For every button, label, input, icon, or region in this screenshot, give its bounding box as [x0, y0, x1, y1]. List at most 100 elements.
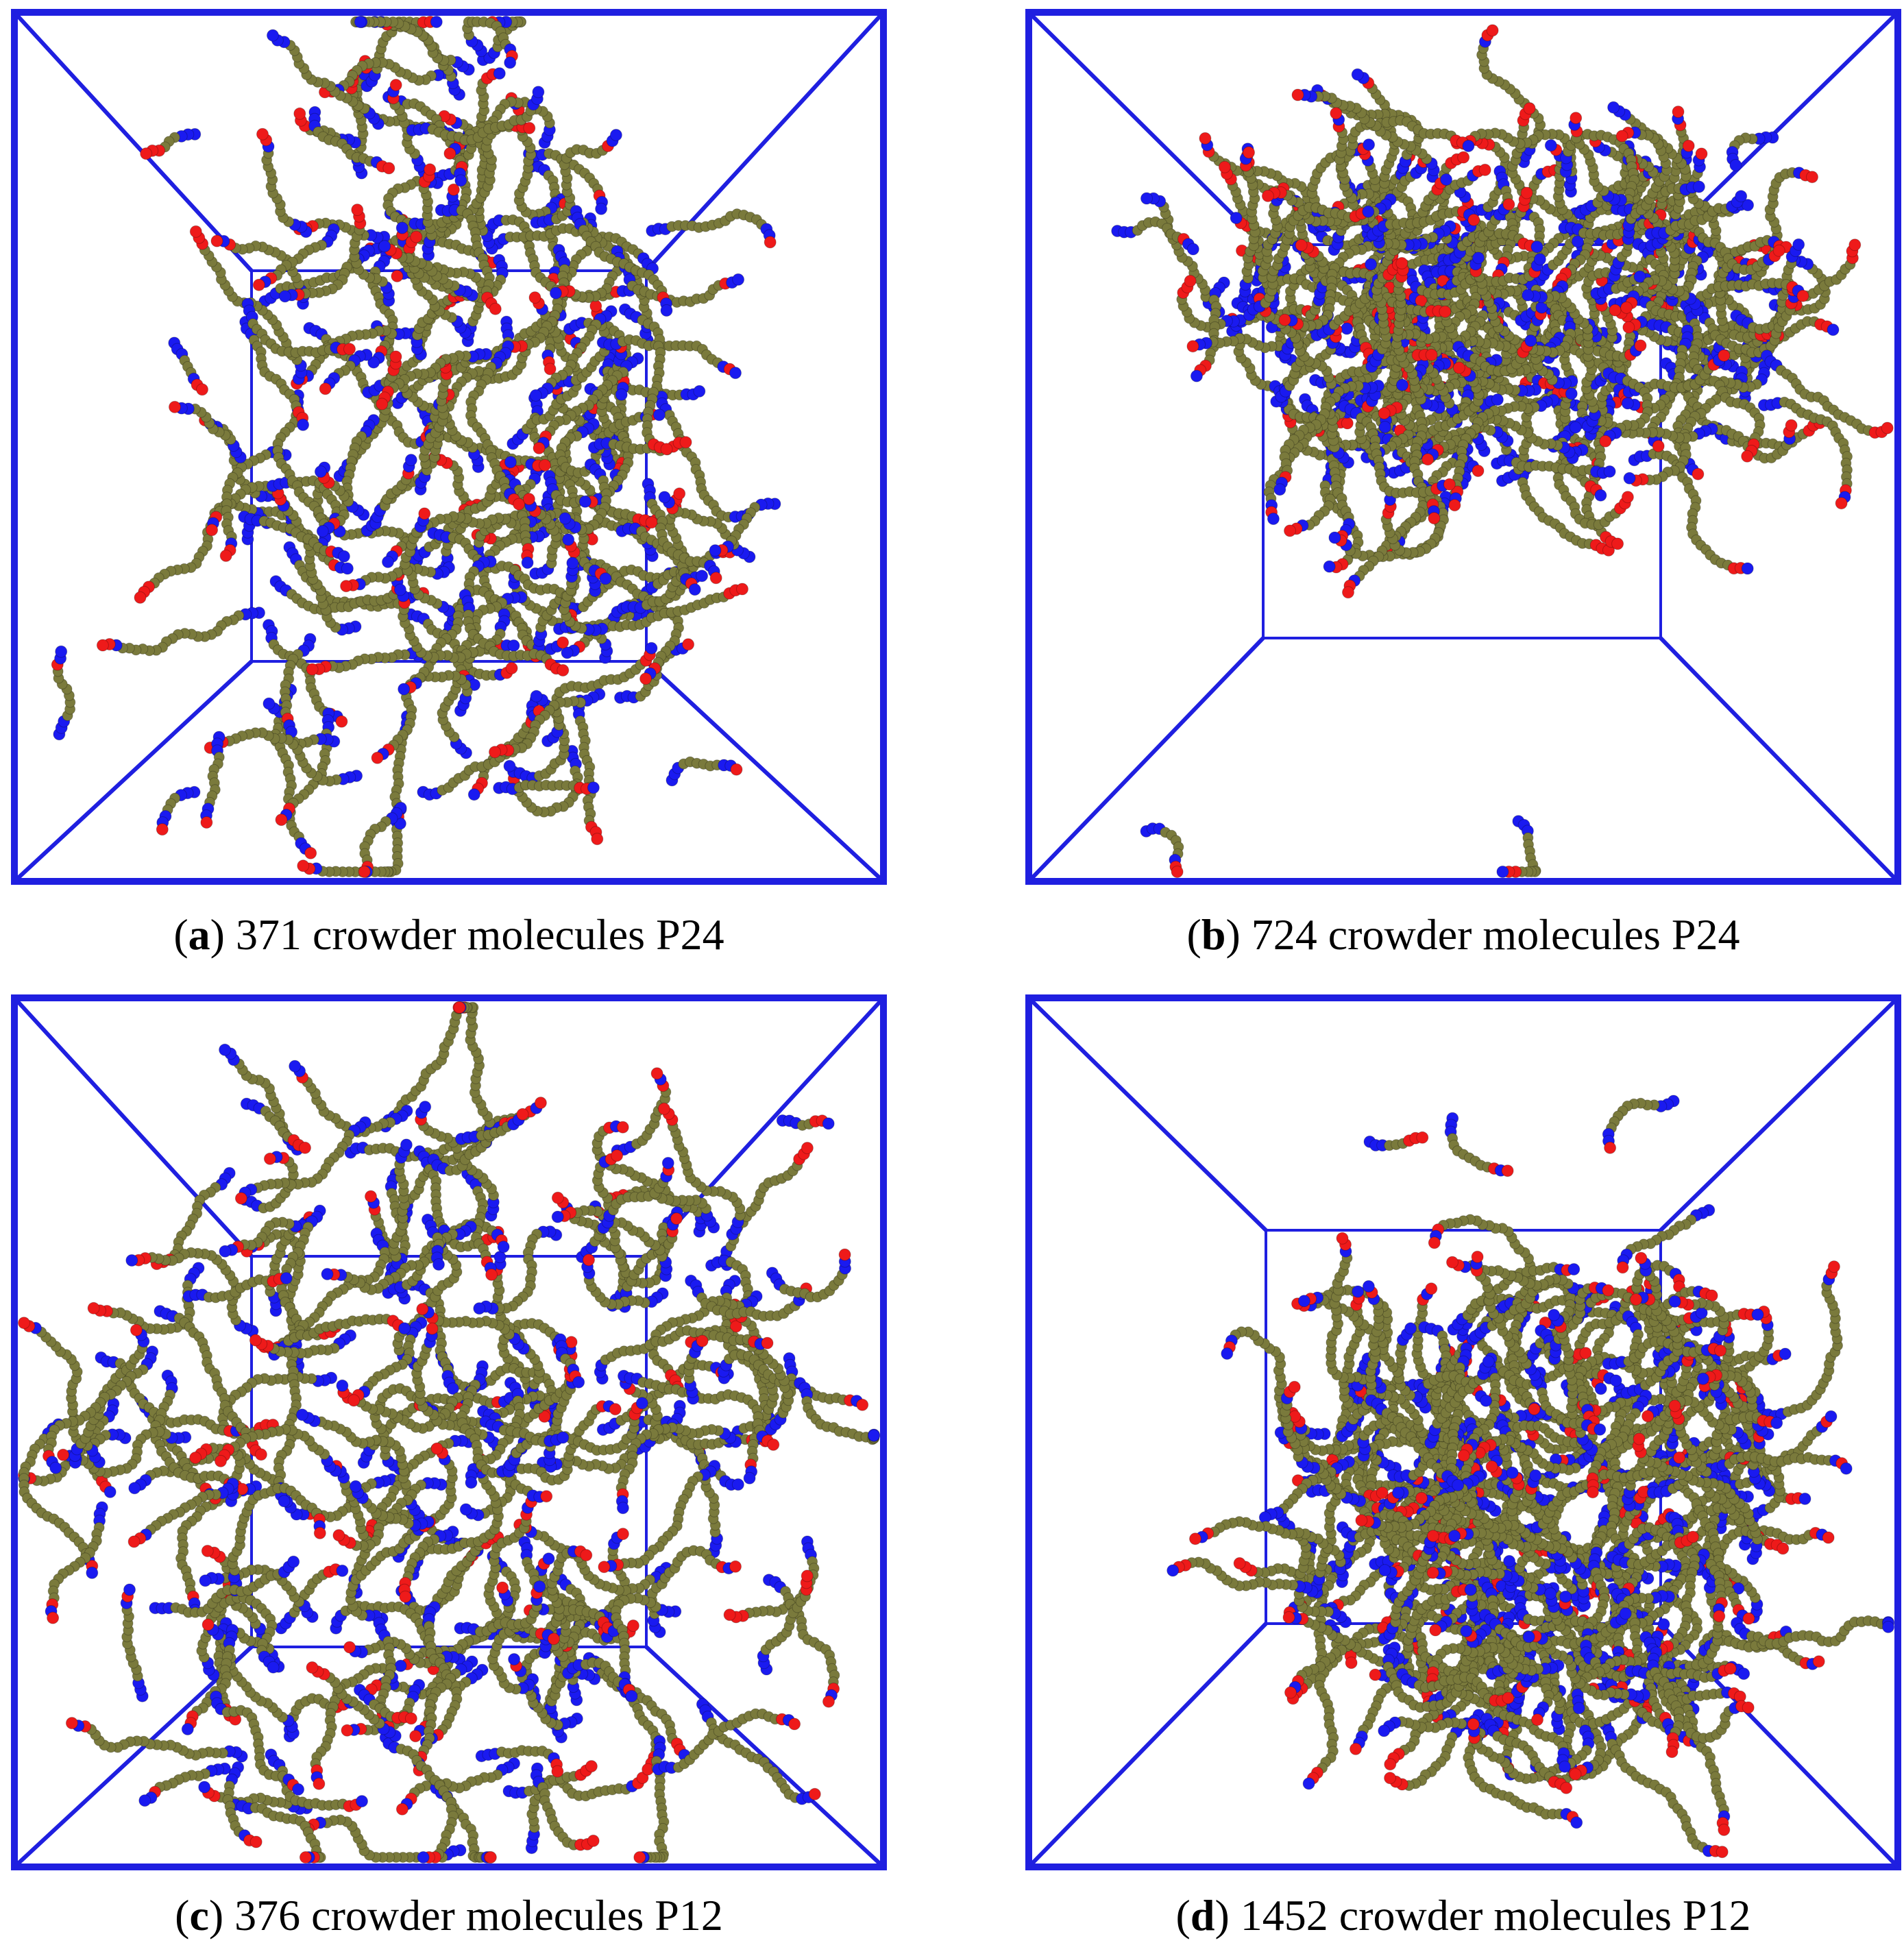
polymer-bead: [1682, 139, 1695, 152]
polymer-bead: [645, 641, 658, 655]
polymer-bead: [351, 204, 364, 217]
polymer-bead: [504, 456, 517, 469]
polymer-bead: [278, 290, 291, 303]
panel-b-simulation-box: [1025, 8, 1902, 885]
polymer-bead: [557, 664, 570, 676]
polymer-bead: [660, 304, 673, 317]
polymer-bead: [764, 236, 777, 249]
polymer-bead: [206, 524, 219, 537]
box-diagonal-edge: [644, 659, 886, 883]
polymer-bead: [1523, 102, 1536, 115]
polymer-bead: [319, 382, 332, 395]
polymer-bead: [557, 636, 570, 649]
polymer-bead: [335, 715, 348, 728]
polymer-bead: [489, 302, 502, 315]
polymer-bead: [297, 418, 310, 431]
polymer-bead: [343, 343, 356, 356]
polymer-bead: [559, 512, 572, 525]
polymer-bead: [1323, 560, 1336, 573]
caption-a: (a) 371 crowder molecules P24: [173, 910, 724, 959]
polymer-bead: [297, 859, 310, 872]
polymer-bead: [682, 638, 695, 651]
polymer-bead: [1341, 322, 1354, 335]
polymer-bead: [673, 487, 686, 500]
polymer-bead: [263, 697, 276, 710]
polymer-bead: [532, 86, 545, 99]
polymer-bead: [609, 129, 622, 141]
polymer-bead: [504, 56, 517, 69]
caption-a-text: 371 crowder molecules P24: [235, 910, 724, 959]
polymer-bead: [1486, 24, 1499, 37]
polymer-bead: [639, 672, 652, 685]
polymer-bead: [96, 639, 109, 652]
panel-b-rendering: [1025, 9, 1901, 885]
polymer-bead: [394, 583, 406, 596]
panel-a-rendering: [11, 9, 887, 885]
polymer-bead: [256, 127, 269, 140]
polymer-bead: [505, 661, 518, 674]
polymer-bead: [389, 79, 402, 91]
polymer-bead: [293, 107, 306, 120]
polymer-bead: [140, 147, 153, 160]
polymer-bead: [341, 562, 354, 575]
polymer-bead: [404, 454, 417, 467]
polymer-bead: [503, 759, 516, 772]
polymer-bead: [709, 572, 722, 585]
polymer-bead: [371, 751, 384, 764]
polymer-bead: [316, 525, 329, 537]
polymer-bead: [376, 398, 389, 411]
polymer-bead: [169, 400, 181, 413]
polymer-bead: [660, 443, 673, 456]
polymer-bead: [578, 495, 591, 508]
polymer-bead: [489, 746, 501, 759]
polymer-bead: [55, 645, 68, 658]
polymer-bead: [688, 583, 701, 596]
polymer-bead: [398, 683, 411, 696]
polymer-bead: [730, 763, 743, 776]
polymer-bead: [467, 788, 480, 801]
polymer-bead: [696, 570, 709, 583]
polymer-bead: [354, 16, 367, 28]
polymer-bead: [533, 441, 546, 454]
polymer-bead: [430, 16, 443, 28]
polymer-bead: [314, 465, 327, 478]
polymer-bead: [340, 580, 353, 593]
polymer-bead: [196, 383, 208, 396]
polymer-bead: [1140, 192, 1153, 205]
polymer-bead: [530, 689, 543, 702]
polymer-bead: [709, 544, 722, 557]
polymer-bead: [1806, 171, 1818, 184]
polymer-bead: [1695, 147, 1708, 160]
polymer-bead: [658, 491, 671, 504]
caption-a-letter: a: [188, 910, 210, 959]
polymer-bead: [615, 388, 628, 401]
polymer-bead: [591, 833, 604, 846]
polymer-bead: [522, 493, 535, 506]
polymer-chains: [51, 16, 781, 878]
polymer-bead: [378, 240, 391, 253]
polymer-bead: [1672, 106, 1685, 119]
polymer-bead: [562, 533, 575, 546]
polymer-bead: [200, 816, 213, 829]
polymer-chains: [1111, 24, 1894, 878]
polymer-bead: [561, 646, 574, 659]
polymer-bead: [595, 202, 608, 215]
polymer-bead: [389, 350, 402, 363]
polymer-bead: [528, 291, 541, 304]
box-diagonal-edge: [1027, 10, 1265, 247]
polymer-bead: [395, 221, 408, 234]
polymer-bead: [679, 436, 692, 449]
polymer-bead: [443, 147, 456, 160]
polymer-bead: [1457, 151, 1470, 164]
polymer-bead: [1184, 275, 1197, 287]
polymer-bead: [454, 174, 467, 187]
polymer-bead: [252, 278, 265, 291]
outer-box-edge: [11, 9, 887, 885]
polymer-bead: [410, 230, 423, 243]
polymer-bead: [507, 639, 520, 652]
polymer-bead: [1218, 160, 1231, 173]
polymer-bead: [1351, 68, 1364, 81]
polymer-bead: [358, 866, 371, 878]
polymer-bead: [382, 162, 395, 175]
polymer-bead: [1827, 323, 1840, 337]
